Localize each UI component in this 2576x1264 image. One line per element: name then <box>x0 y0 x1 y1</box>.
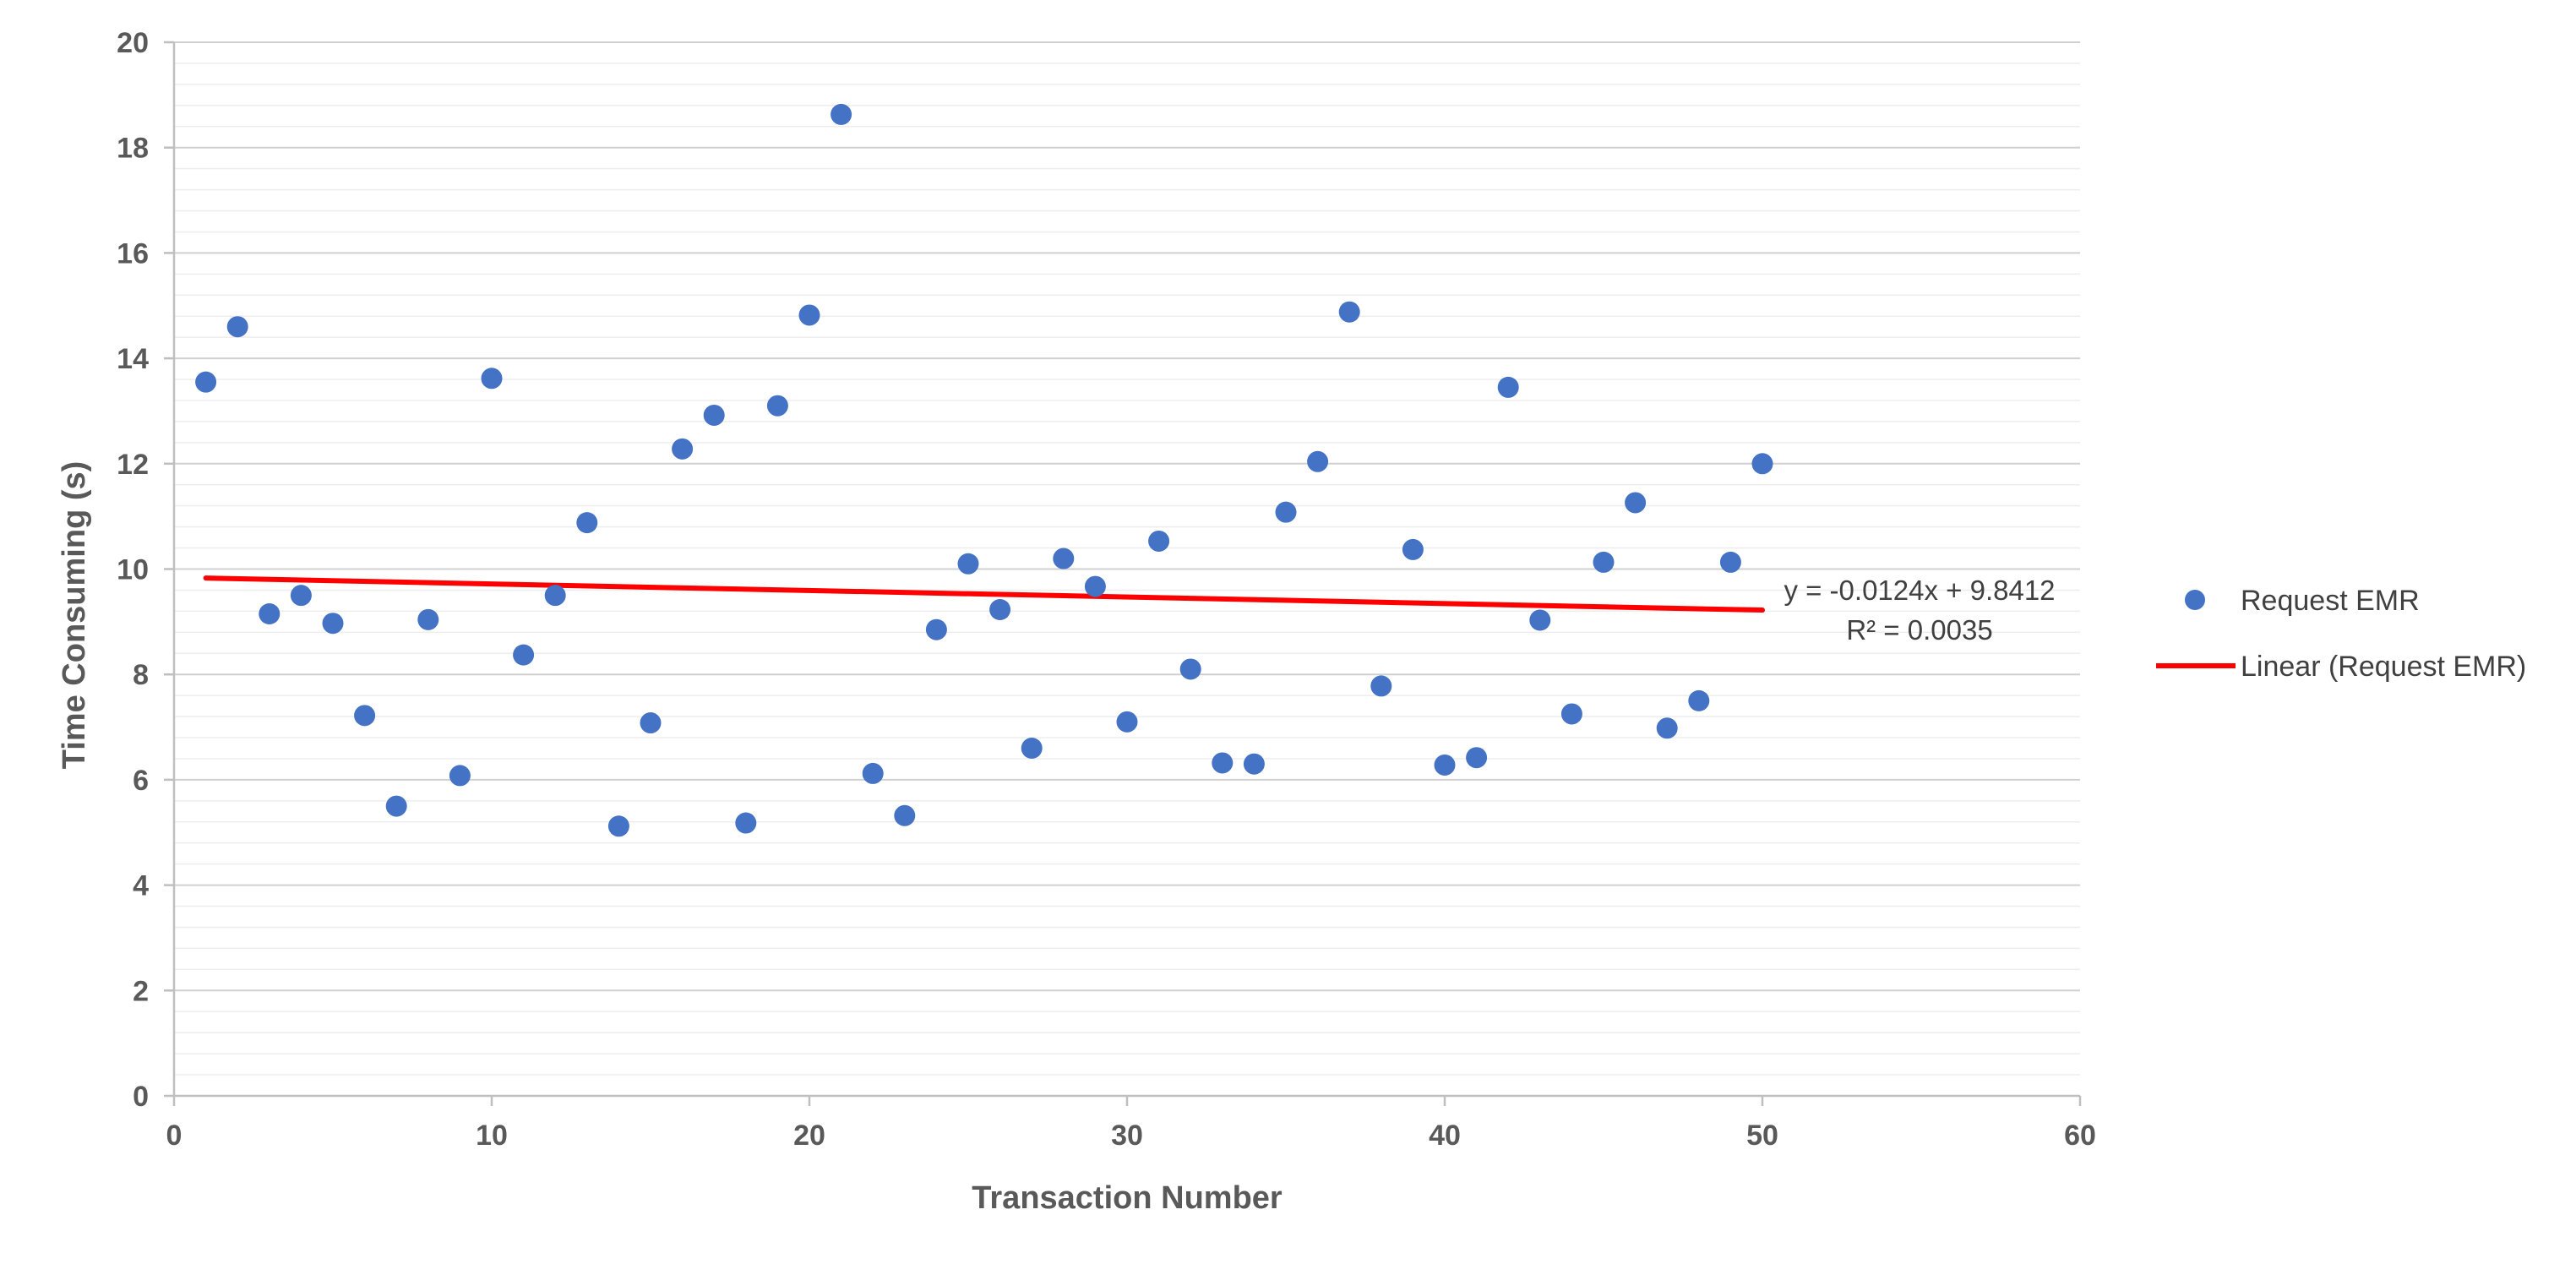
trendline-layer <box>203 575 1765 613</box>
data-point <box>1212 752 1234 774</box>
data-point <box>1529 609 1551 631</box>
minor-gridlines <box>174 63 2080 1076</box>
data-point <box>862 762 884 784</box>
data-point <box>513 644 535 666</box>
data-point <box>1053 548 1075 569</box>
legend-marker-circle-icon <box>2185 590 2205 610</box>
data-point <box>766 395 788 417</box>
x-tick-label: 40 <box>1429 1120 1461 1152</box>
legend-item-linear-request-emr: Linear (Request EMR) <box>2156 651 2526 683</box>
legend-label-linear-request-emr: Linear (Request EMR) <box>2241 651 2526 683</box>
legend: Request EMR Linear (Request EMR) <box>2156 585 2526 683</box>
major-gridlines <box>174 41 2080 992</box>
data-point <box>1148 530 1170 552</box>
data-point <box>1466 747 1488 769</box>
y-tick-label: 8 <box>133 659 149 691</box>
data-point <box>1179 658 1201 680</box>
data-point <box>259 602 280 624</box>
data-point <box>354 705 376 727</box>
data-point <box>1625 492 1647 514</box>
data-point <box>831 103 852 125</box>
y-tick-label: 20 <box>117 27 149 59</box>
y-tick-label: 10 <box>117 554 149 586</box>
data-point <box>735 812 757 834</box>
data-points <box>195 103 1773 837</box>
y-tick-label: 4 <box>133 870 149 902</box>
data-point <box>894 804 916 826</box>
data-point <box>1497 376 1519 398</box>
data-point <box>703 404 725 426</box>
data-point <box>989 599 1011 621</box>
data-point <box>576 512 598 534</box>
y-axis-ticks: 0 2 4 6 8 10 12 14 16 18 20 <box>117 27 174 1113</box>
data-point <box>640 712 662 734</box>
data-point <box>798 304 820 326</box>
x-axis-ticks: 0 10 20 30 40 50 60 <box>166 1096 2096 1152</box>
data-point <box>544 585 566 607</box>
trendline-r-squared: R² = 0.0035 <box>1846 614 1992 646</box>
y-tick-label: 16 <box>117 237 149 270</box>
data-point <box>1307 450 1329 472</box>
y-axis-title: Time Consuming (s) <box>57 461 92 770</box>
data-point <box>1593 551 1615 573</box>
data-point <box>1370 675 1392 697</box>
x-tick-label: 30 <box>1111 1120 1143 1152</box>
data-point <box>1560 703 1582 725</box>
data-point <box>1338 301 1360 323</box>
legend-item-request-emr: Request EMR <box>2185 585 2420 617</box>
data-point <box>385 795 407 817</box>
data-point <box>1402 538 1424 560</box>
data-point <box>672 438 694 460</box>
data-point <box>1084 575 1106 597</box>
y-tick-label: 18 <box>117 133 149 165</box>
data-point <box>449 765 471 787</box>
trendline <box>203 575 1765 613</box>
data-point <box>1021 737 1043 759</box>
legend-label-request-emr: Request EMR <box>2241 585 2420 617</box>
y-tick-label: 6 <box>133 765 149 797</box>
x-tick-label: 20 <box>793 1120 825 1152</box>
data-point <box>481 368 503 390</box>
data-point <box>290 585 312 607</box>
data-point <box>1688 689 1710 711</box>
data-point <box>1243 753 1265 775</box>
data-point <box>607 815 629 837</box>
data-point <box>925 618 947 640</box>
data-point <box>1116 711 1138 733</box>
y-tick-label: 14 <box>117 343 149 375</box>
x-axis-title: Transaction Number <box>972 1180 1283 1216</box>
data-point <box>957 553 979 575</box>
x-tick-label: 10 <box>476 1120 508 1152</box>
data-point <box>322 613 344 635</box>
x-tick-label: 50 <box>1746 1120 1778 1152</box>
x-tick-label: 0 <box>166 1120 182 1152</box>
data-point <box>1751 453 1773 475</box>
data-point <box>1719 551 1741 573</box>
data-point <box>1275 501 1297 523</box>
data-point <box>1434 754 1456 776</box>
data-point <box>226 316 248 338</box>
y-tick-label: 2 <box>133 975 149 1007</box>
data-point <box>417 608 439 630</box>
data-point <box>1656 717 1678 739</box>
data-point <box>195 371 217 393</box>
y-tick-label: 0 <box>133 1081 149 1113</box>
x-tick-label: 60 <box>2064 1120 2096 1152</box>
y-tick-label: 12 <box>117 449 149 481</box>
trendline-equation: y = -0.0124x + 9.8412 <box>1784 575 2055 606</box>
